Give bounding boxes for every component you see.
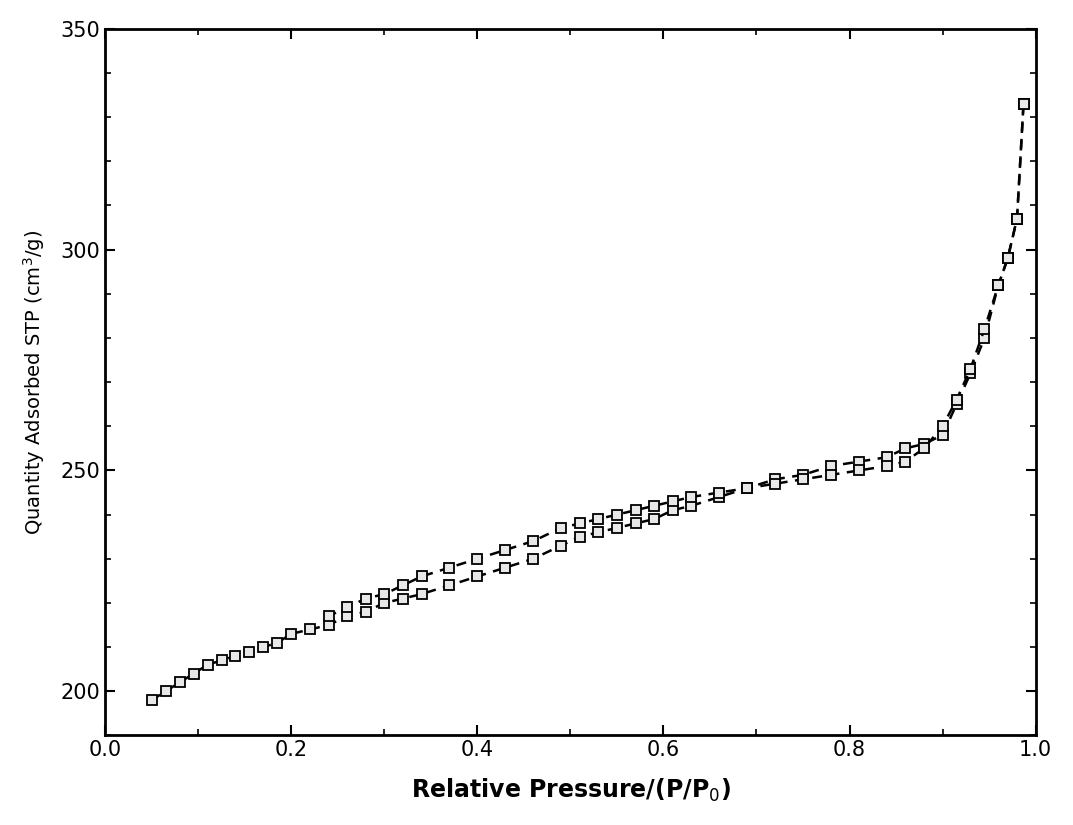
X-axis label: Relative Pressure/(P/P$_0$): Relative Pressure/(P/P$_0$) bbox=[411, 777, 731, 804]
Y-axis label: Quantity Adsorbed STP (cm$^3$/g): Quantity Adsorbed STP (cm$^3$/g) bbox=[20, 229, 47, 535]
